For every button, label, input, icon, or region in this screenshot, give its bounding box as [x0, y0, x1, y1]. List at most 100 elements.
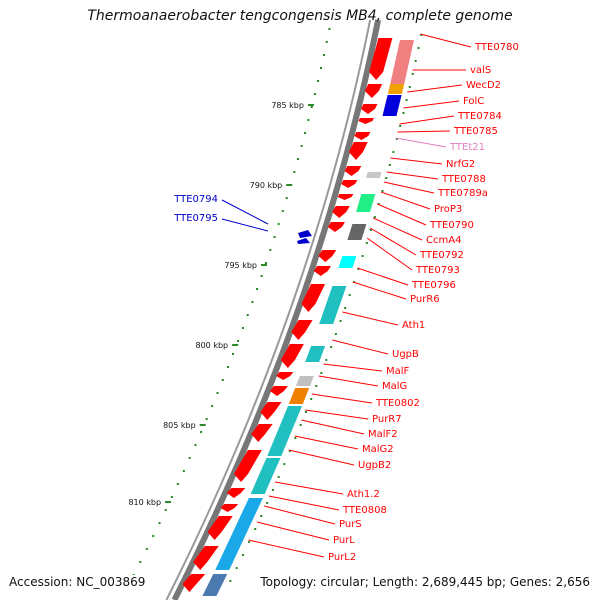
- ruler-dot: [246, 314, 249, 316]
- ruler-dot: [170, 496, 173, 498]
- feature-tick: [315, 385, 318, 387]
- left-gene-label: TTE0794: [173, 194, 218, 205]
- genome-backbone-inner: [165, 19, 372, 600]
- feature-tick: [241, 554, 244, 556]
- gene-arrow: [360, 104, 378, 114]
- ruler-tick: [260, 264, 267, 266]
- ruler-dot: [277, 223, 280, 225]
- feature-tick: [344, 307, 347, 309]
- ruler-dot: [260, 275, 263, 277]
- gene-arrow: [348, 142, 368, 160]
- right-leader-line: [386, 171, 439, 180]
- right-gene-label: TTE0780: [474, 42, 519, 53]
- ruler-dot: [176, 483, 179, 485]
- ruler-dot: [216, 392, 219, 394]
- feature-tick: [385, 177, 388, 179]
- right-gene-label: MalG: [382, 381, 407, 392]
- reverse-gene: [298, 230, 312, 238]
- right-leader-line: [403, 100, 460, 109]
- feature-box: [382, 95, 402, 116]
- feature-tick: [260, 515, 263, 517]
- feature-box: [215, 498, 263, 570]
- right-leader-line: [366, 237, 413, 271]
- right-gene-label: TTE0784: [457, 111, 502, 122]
- feature-tick: [283, 463, 286, 465]
- ruler-label: 790 kbp: [250, 181, 283, 190]
- feature-tick: [381, 190, 384, 192]
- right-gene-label: PurL: [333, 535, 355, 546]
- gene-arrow: [358, 118, 374, 124]
- feature-tick: [254, 528, 257, 530]
- feature-tick: [310, 398, 313, 400]
- feature-tick: [288, 450, 291, 452]
- feature-tick: [294, 437, 297, 439]
- right-gene-label: TTEt21: [449, 142, 485, 153]
- feature-tick: [365, 242, 368, 244]
- ruler-tick: [199, 424, 206, 426]
- right-gene-label: PurL2: [328, 552, 356, 563]
- ruler-tick: [232, 344, 239, 346]
- ruler-label: 785 kbp: [271, 101, 304, 110]
- ruler-dot: [152, 535, 155, 537]
- ruler-dot: [325, 41, 328, 43]
- genome-backbone: [171, 19, 382, 600]
- feature-box: [305, 346, 326, 362]
- gene-arrow: [291, 320, 313, 340]
- gene-arrow: [182, 574, 206, 592]
- right-gene-label: TTE0792: [419, 250, 464, 261]
- right-leader-line: [397, 130, 451, 133]
- right-leader-line: [294, 435, 359, 450]
- right-gene-label: MalF: [386, 366, 410, 377]
- ruler-label: 810 kbp: [128, 498, 161, 507]
- ruler-label: 800 kbp: [196, 341, 229, 350]
- gene-arrow: [193, 546, 219, 570]
- right-leader-line: [248, 539, 325, 558]
- feature-tick: [361, 255, 364, 257]
- feature-tick: [414, 60, 417, 62]
- feature-box: [356, 194, 376, 212]
- feature-tick: [271, 489, 274, 491]
- gene-arrow: [301, 284, 326, 312]
- left-gene-label: TTE0795: [173, 213, 218, 224]
- right-leader-line: [390, 157, 443, 165]
- ruler-dot: [317, 80, 320, 82]
- feature-box: [250, 458, 281, 494]
- right-leader-line: [407, 84, 463, 93]
- ruler-dot: [188, 457, 191, 459]
- feature-tick: [388, 164, 391, 166]
- feature-tick: [304, 411, 307, 413]
- feature-tick: [229, 580, 232, 582]
- ruler-label: 795 kbp: [224, 261, 257, 270]
- feature-tick: [334, 333, 337, 335]
- right-leader-line: [395, 137, 447, 148]
- right-gene-label: FolC: [463, 96, 484, 107]
- right-gene-label: TTE0808: [342, 505, 387, 516]
- feature-tick: [399, 125, 402, 127]
- ruler-dot: [281, 210, 284, 212]
- ruler-dot: [296, 158, 299, 160]
- right-leader-line: [373, 217, 423, 241]
- ruler-dot: [304, 132, 307, 134]
- feature-tick: [299, 424, 302, 426]
- left-leader-line: [221, 218, 269, 232]
- feature-tick: [411, 73, 414, 75]
- right-leader-line: [301, 419, 365, 435]
- ruler-dot: [256, 288, 259, 290]
- ruler-dot: [322, 54, 325, 56]
- right-leader-line: [420, 33, 472, 48]
- ruler-dot: [205, 418, 208, 420]
- feature-tick: [330, 346, 333, 348]
- gene-arrow: [364, 84, 383, 98]
- right-gene-label: UgpB: [392, 349, 419, 360]
- feature-tick: [402, 112, 405, 114]
- right-leader-line: [352, 281, 407, 300]
- gene-arrow: [280, 344, 304, 368]
- right-gene-label: UgpB2: [358, 460, 391, 471]
- ruler-dot: [269, 249, 272, 251]
- gene-arrow: [354, 132, 371, 140]
- ruler-tick: [286, 184, 293, 186]
- gene-arrow: [344, 166, 362, 176]
- gene-arrow: [260, 402, 282, 420]
- right-leader-line: [311, 393, 373, 404]
